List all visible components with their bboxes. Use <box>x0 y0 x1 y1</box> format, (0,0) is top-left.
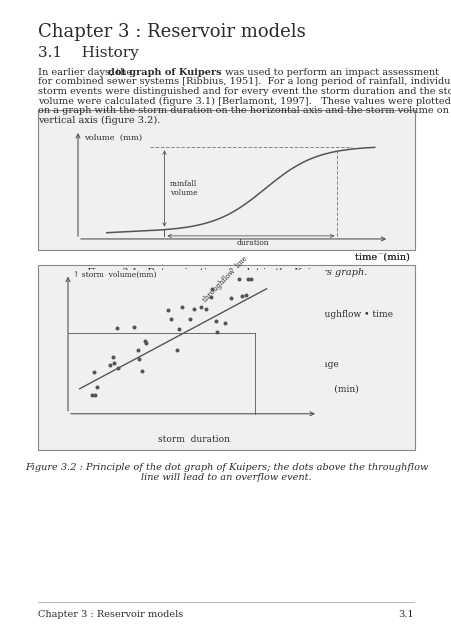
Point <box>142 338 149 348</box>
Text: volume were calculated (figure 3.1) [Berlamont, 1997].   These values were plott: volume were calculated (figure 3.1) [Ber… <box>38 97 450 106</box>
Point <box>242 290 249 300</box>
Text: line will lead to an overflow event.: line will lead to an overflow event. <box>141 473 311 482</box>
Text: rainfall
volume: rainfall volume <box>170 180 198 197</box>
Point <box>213 327 220 337</box>
Point <box>221 317 228 328</box>
Point <box>110 351 117 362</box>
Text: storm events were distinguished and for every event the storm duration and the s: storm events were distinguished and for … <box>38 87 451 96</box>
Point <box>197 301 204 312</box>
Point <box>212 316 220 326</box>
Text: on a graph with the storm duration on the horizontal axis and the storm volume o: on a graph with the storm duration on th… <box>38 106 451 115</box>
Point <box>110 358 117 368</box>
Text: ↑ storm  volume(mm): ↑ storm volume(mm) <box>73 271 156 279</box>
Text: throughflow • time: throughflow • time <box>304 310 392 319</box>
Point <box>167 314 174 324</box>
Text: time  ̅(min): time ̅(min) <box>354 253 409 262</box>
Point <box>138 366 145 376</box>
Text: vertical axis (figure 3.2).: vertical axis (figure 3.2). <box>38 115 160 125</box>
Point <box>135 353 142 364</box>
Point <box>134 345 141 355</box>
Point <box>106 360 114 370</box>
Text: volume  (mm): volume (mm) <box>83 134 142 142</box>
Text: Figure 3.1 : Determination of a dot in the Kuipers graph.: Figure 3.1 : Determination of a dot in t… <box>86 268 366 277</box>
Bar <box>38 265 414 450</box>
Text: for combined sewer systems [Ribbius, 1951].  For a long period of rainfall, indi: for combined sewer systems [Ribbius, 195… <box>38 77 451 86</box>
Point <box>235 274 242 284</box>
Text: dot graph of Kuipers: dot graph of Kuipers <box>108 68 221 77</box>
Point <box>173 345 180 355</box>
Text: 3.1    History: 3.1 History <box>38 46 138 60</box>
Point <box>141 336 148 346</box>
Text: was used to perform an impact assessment: was used to perform an impact assessment <box>221 68 438 77</box>
Point <box>207 292 214 302</box>
Point <box>202 304 209 314</box>
Text: time  (min): time (min) <box>354 253 409 262</box>
Point <box>178 302 185 312</box>
Text: 3.1: 3.1 <box>397 610 413 619</box>
Point <box>208 284 216 294</box>
Text: duration: duration <box>236 239 268 247</box>
Point <box>175 324 182 334</box>
Point <box>90 367 97 377</box>
Text: Figure 3.2 : Principle of the dot graph of Kuipers; the dots above the throughfl: Figure 3.2 : Principle of the dot graph … <box>25 463 427 472</box>
Text: In earlier days, the: In earlier days, the <box>38 68 135 77</box>
Text: storage: storage <box>304 360 339 369</box>
Point <box>165 305 172 315</box>
Point <box>113 323 120 333</box>
Point <box>238 291 245 301</box>
Text: time   (min): time (min) <box>304 385 358 394</box>
Text: throughflow  line: throughflow line <box>201 255 249 304</box>
Text: Chapter 3 : Reservoir models: Chapter 3 : Reservoir models <box>38 610 183 619</box>
Bar <box>38 110 414 250</box>
Point <box>186 314 193 324</box>
Point <box>247 274 254 284</box>
Text: storm  duration: storm duration <box>158 435 230 444</box>
Point <box>189 303 197 314</box>
Point <box>93 382 100 392</box>
Point <box>244 274 251 284</box>
Point <box>114 364 121 374</box>
Text: Chapter 3 : Reservoir models: Chapter 3 : Reservoir models <box>38 23 305 41</box>
Point <box>130 321 138 332</box>
Point <box>91 390 98 400</box>
Point <box>227 292 234 303</box>
Point <box>88 390 95 400</box>
